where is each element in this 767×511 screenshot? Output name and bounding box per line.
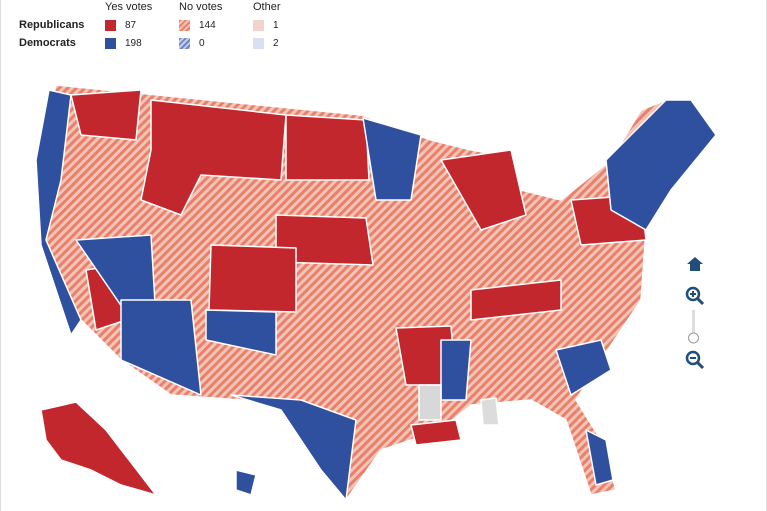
district-region	[40, 401, 157, 496]
district-region	[140, 99, 287, 216]
district-region	[120, 299, 202, 396]
legend-swatch	[105, 20, 116, 31]
legend-row-label: Republicans	[19, 19, 85, 31]
legend-swatch	[253, 38, 264, 49]
district-region	[585, 429, 614, 486]
district-region	[235, 469, 257, 496]
legend-swatch	[253, 20, 264, 31]
district-region	[70, 89, 142, 141]
legend-column-header: Other	[253, 1, 281, 13]
district-region	[230, 394, 357, 501]
legend-swatch	[179, 38, 190, 49]
legend-count: 2	[273, 38, 279, 49]
district-region	[362, 117, 422, 201]
legend-swatch	[179, 20, 190, 31]
district-region	[418, 384, 442, 421]
district-region	[440, 339, 472, 401]
zoom-out-button[interactable]	[685, 350, 705, 370]
district-region	[285, 114, 370, 181]
zoom-in-button[interactable]	[685, 286, 705, 306]
legend-swatch	[105, 38, 116, 49]
legend-row-label: Democrats	[19, 37, 76, 49]
legend-count: 0	[199, 38, 205, 49]
zoom-slider[interactable]	[687, 310, 701, 346]
district-region	[35, 89, 82, 336]
legend-count: 87	[125, 20, 137, 31]
legend-column-header: No votes	[179, 1, 223, 13]
legend-column-header: Yes votes	[105, 1, 153, 13]
district-region	[470, 279, 562, 321]
district-region	[410, 419, 462, 446]
district-region	[480, 397, 500, 426]
legend-count: 1	[273, 20, 279, 31]
district-region	[208, 244, 297, 313]
district-region	[440, 149, 527, 231]
district-region	[555, 339, 612, 396]
district-region	[205, 309, 277, 356]
legend-count: 144	[199, 20, 216, 31]
legend-count: 198	[125, 38, 142, 49]
home-button[interactable]	[685, 255, 705, 273]
district-region	[605, 99, 717, 231]
district-region	[275, 214, 374, 266]
